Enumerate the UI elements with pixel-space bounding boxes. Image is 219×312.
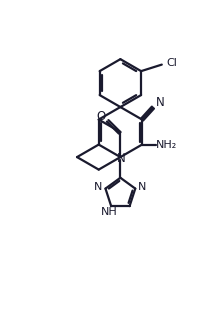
Text: N: N bbox=[117, 152, 126, 165]
Text: O: O bbox=[97, 110, 106, 123]
Text: N: N bbox=[155, 96, 164, 109]
Text: Cl: Cl bbox=[167, 58, 178, 68]
Text: N: N bbox=[138, 183, 147, 193]
Text: N: N bbox=[94, 183, 103, 193]
Text: NH: NH bbox=[101, 207, 118, 217]
Text: NH₂: NH₂ bbox=[156, 139, 177, 149]
